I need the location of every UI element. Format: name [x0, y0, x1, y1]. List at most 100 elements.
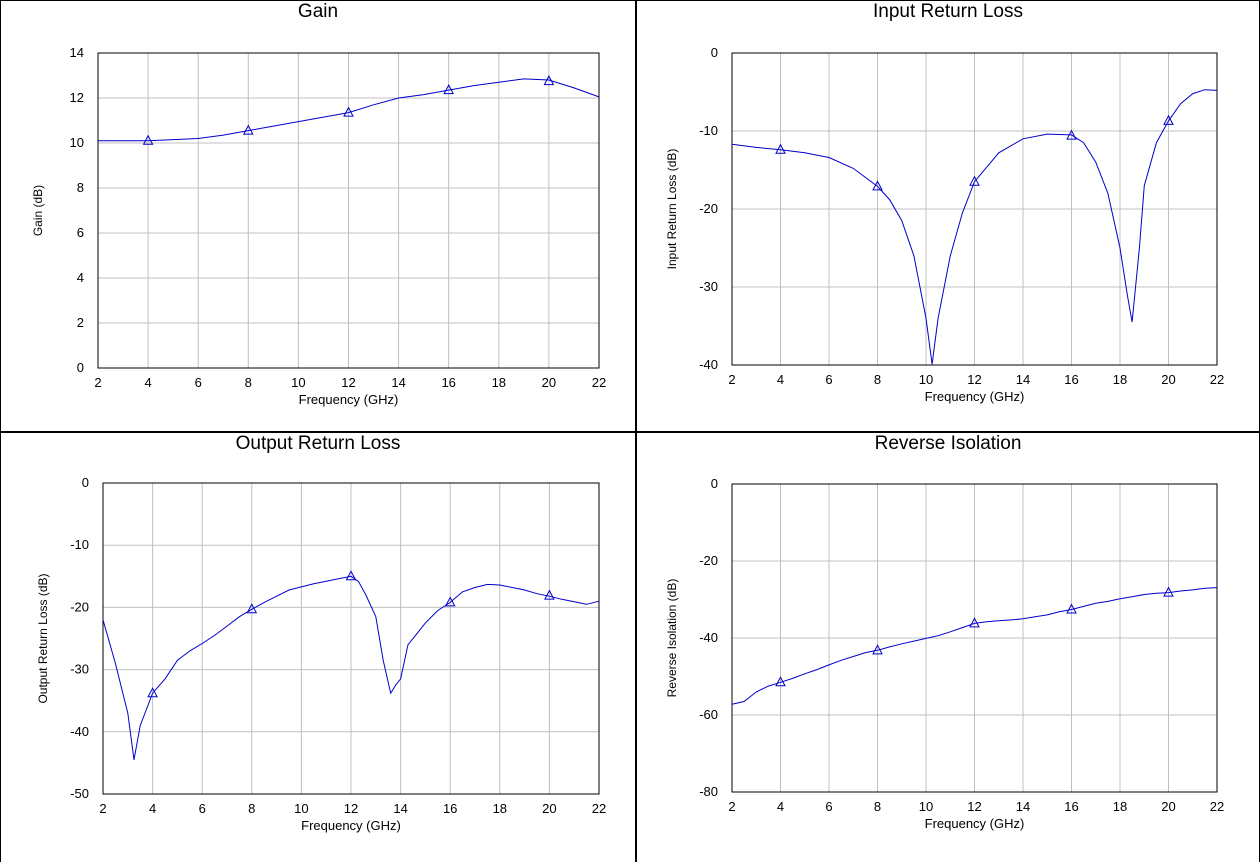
x-tick-label: 16 [441, 375, 455, 390]
chart-title: Gain [297, 1, 339, 22]
y-tick-label: -10 [699, 123, 718, 138]
x-tick-label: 22 [1210, 799, 1224, 814]
x-tick-label: 10 [919, 372, 933, 387]
triangle-marker [775, 143, 786, 154]
plot-frame [97, 52, 600, 369]
chart-title: Output Return Loss [235, 433, 401, 454]
y-tick-label: 0 [82, 475, 89, 490]
triangle-marker [969, 175, 980, 186]
x-tick-label: 2 [94, 375, 101, 390]
center-divider-horizontal [0, 431, 1260, 433]
triangle-marker [1163, 114, 1174, 125]
series-line [731, 89, 1218, 365]
triangle-marker [444, 596, 456, 607]
x-tick-label: 12 [967, 372, 981, 387]
x-tick-label: 22 [1210, 372, 1224, 387]
triangle-marker [345, 570, 357, 581]
x-tick-label: 6 [195, 375, 202, 390]
triangle-marker [443, 84, 455, 95]
reverse-isolation-plot: 2 4 6 8 10 12 14 16 18 20 22 0 -20 -40 -60 -80 Frequency… [665, 476, 1224, 831]
triangle-marker [872, 644, 883, 655]
y-tick-label: 14 [70, 45, 84, 60]
x-tick-label: 6 [199, 801, 206, 816]
series-line [102, 575, 600, 760]
x-axis-title: Frequency (GHz) [301, 818, 401, 833]
y-tick-label: -40 [699, 630, 718, 645]
x-tick-label: 8 [245, 375, 252, 390]
y-axis-title: Output Return Loss (dB) [36, 573, 50, 703]
x-tick-label: 14 [1016, 799, 1030, 814]
x-tick-label: 16 [1064, 799, 1078, 814]
x-tick-label: 10 [291, 375, 305, 390]
y-tick-label: 0 [711, 476, 718, 491]
chart-title: Input Return Loss [873, 1, 1023, 22]
triangle-marker [1066, 603, 1077, 614]
triangle-marker [1066, 129, 1077, 140]
triangle-marker [872, 180, 883, 191]
x-tick-label: 18 [492, 375, 506, 390]
x-tick-label: 14 [1016, 372, 1030, 387]
x-tick-label: 12 [344, 801, 358, 816]
x-tick-label: 12 [967, 799, 981, 814]
chart-panel-gain: Gain 2 4 6 8 10 12 14 16 18 20 22 0 2 4 6 8 10 12 14 Freque… [1, 1, 635, 431]
x-tick-label: 14 [391, 375, 405, 390]
y-axis-title: Gain (dB) [31, 185, 45, 236]
x-tick-label: 14 [393, 801, 407, 816]
x-tick-label: 4 [144, 375, 151, 390]
triangle-marker [544, 589, 555, 600]
x-tick-label: 12 [341, 375, 355, 390]
y-axis-title: Reverse Isolation (dB) [665, 579, 679, 698]
x-tick-label: 8 [874, 372, 881, 387]
x-tick-label: 4 [777, 799, 784, 814]
y-tick-label: -80 [699, 784, 718, 799]
y-tick-label: -20 [70, 599, 89, 614]
chart-panel-reverse-isolation: Reverse Isolation 2 4 6 8 10 12 14 16 18 20 22 0 -20… [637, 433, 1259, 862]
x-tick-label: 8 [874, 799, 881, 814]
chart-title: Reverse Isolation [874, 433, 1022, 454]
triangle-marker [1163, 586, 1174, 597]
x-tick-label: 2 [99, 801, 106, 816]
y-tick-label: 6 [77, 225, 84, 240]
triangle-marker [969, 617, 980, 628]
input-return-loss-plot: 2 4 6 8 10 12 14 16 18 20 22 0 -10 -20 -30 -40 Frequency… [665, 45, 1224, 404]
y-tick-label: 0 [77, 360, 84, 375]
triangle-marker [246, 603, 258, 614]
x-tick-label: 2 [728, 372, 735, 387]
plot-frame [731, 483, 1218, 793]
x-tick-label: 18 [493, 801, 507, 816]
triangle-marker [147, 687, 158, 698]
x-axis-title: Frequency (GHz) [925, 816, 1025, 831]
output-return-loss-plot: 2 4 6 8 10 12 14 16 18 20 22 0 -10 -20 -30 -40 -50 Freque… [36, 475, 606, 833]
y-tick-label: -20 [699, 201, 718, 216]
x-tick-label: 16 [1064, 372, 1078, 387]
x-tick-label: 18 [1113, 372, 1127, 387]
chart-panel-output-return-loss: Output Return Loss 2 4 6 8 10 12 14 16 18 20 22 0 -1… [1, 433, 635, 862]
x-tick-label: 16 [443, 801, 457, 816]
outer-border-top [0, 0, 1260, 1]
x-tick-label: 6 [825, 799, 832, 814]
series-line [731, 587, 1218, 705]
y-tick-label: 2 [77, 315, 84, 330]
y-tick-label: 0 [711, 45, 718, 60]
x-tick-label: 22 [592, 375, 606, 390]
y-tick-label: -60 [699, 707, 718, 722]
y-tick-label: -20 [699, 553, 718, 568]
y-tick-label: -40 [70, 724, 89, 739]
triangle-marker [543, 75, 555, 86]
triangle-marker [242, 124, 254, 135]
x-tick-label: 20 [542, 801, 556, 816]
x-tick-label: 20 [1161, 372, 1175, 387]
x-tick-label: 2 [728, 799, 735, 814]
x-axis-title: Frequency (GHz) [925, 389, 1025, 404]
y-tick-label: 12 [70, 90, 84, 105]
x-tick-label: 4 [149, 801, 156, 816]
y-tick-label: -40 [699, 357, 718, 372]
x-tick-label: 10 [294, 801, 308, 816]
triangle-marker [775, 676, 786, 687]
chart-panel-input-return-loss: Input Return Loss 2 4 6 8 10 12 14 16 18 20 22 0 -10… [637, 1, 1259, 431]
y-tick-label: 10 [70, 135, 84, 150]
x-tick-label: 18 [1113, 799, 1127, 814]
x-axis-title: Frequency (GHz) [299, 392, 399, 407]
plot-frame [102, 482, 600, 795]
